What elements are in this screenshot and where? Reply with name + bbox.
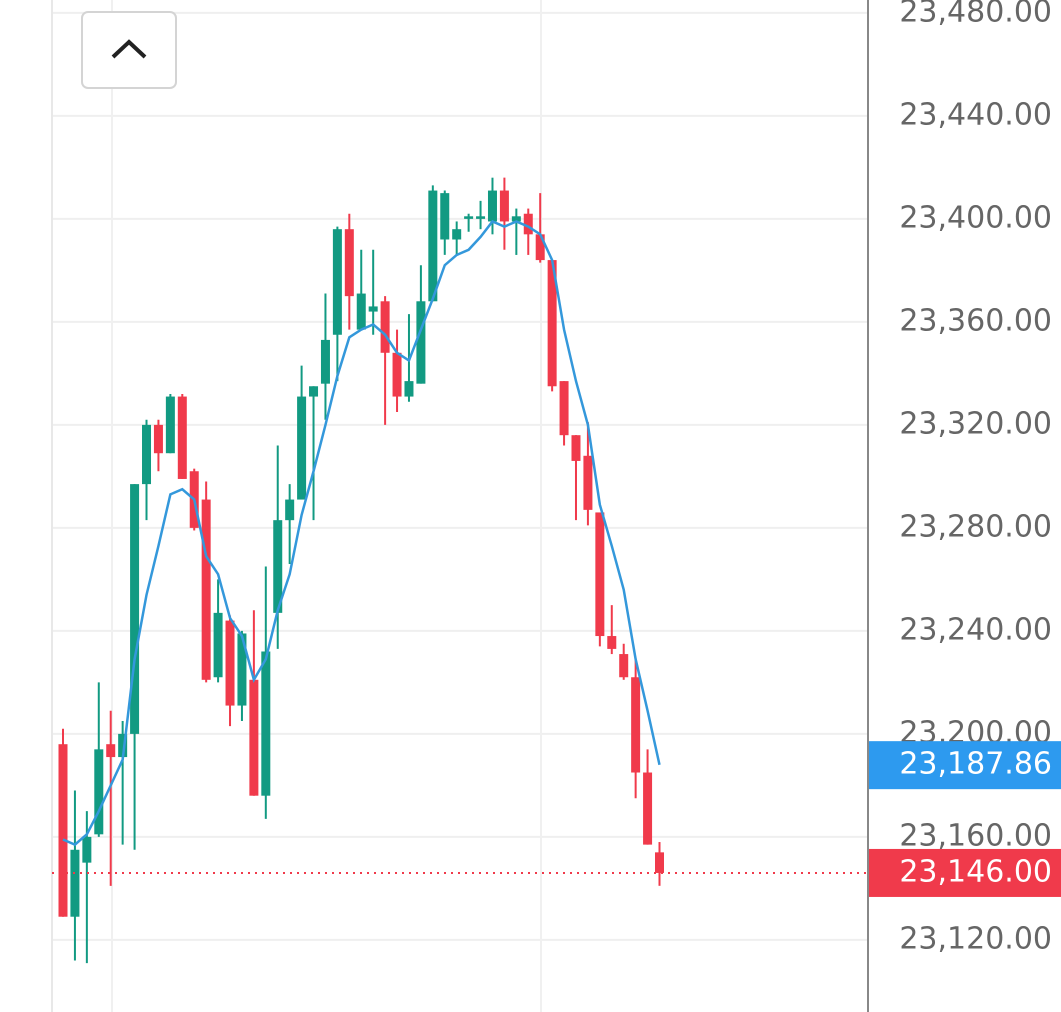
candle-body <box>70 849 80 917</box>
candle-body <box>535 234 545 261</box>
collapse-button[interactable] <box>81 11 177 89</box>
candle-body <box>249 679 259 796</box>
candle-body <box>309 386 319 397</box>
button-box[interactable] <box>81 11 177 89</box>
candle-body <box>213 612 223 678</box>
candle-body <box>476 216 486 219</box>
candle-body <box>261 651 271 796</box>
candle-body <box>332 229 342 335</box>
candle-body <box>153 424 163 454</box>
candle-body <box>344 229 354 297</box>
candle-body <box>547 260 557 387</box>
candle-body <box>82 836 92 863</box>
candle-body <box>619 654 629 678</box>
candle-body <box>142 424 152 485</box>
ma-price-tag <box>869 741 1061 790</box>
candle-body <box>428 190 438 302</box>
candle-body <box>368 306 378 312</box>
candle-body <box>285 499 295 521</box>
y-tick-label: 23,400.00 <box>899 200 1052 235</box>
candle-body <box>655 852 664 873</box>
candle-body <box>523 213 533 235</box>
last-price-tag-label: 23,146.00 <box>899 854 1052 889</box>
candle-body <box>595 512 605 637</box>
candle-body <box>356 293 366 330</box>
candle-body <box>380 301 390 353</box>
candle-body <box>130 484 140 734</box>
price-axis: 23,120.0023,160.0023,200.0023,240.0023,2… <box>869 0 1061 956</box>
candle-body <box>452 229 462 240</box>
candle-body <box>607 636 617 649</box>
candle-body <box>511 216 521 222</box>
candle-body <box>237 633 247 706</box>
y-tick-label: 23,320.00 <box>899 406 1052 441</box>
candle-body <box>571 435 581 461</box>
marks <box>52 177 868 964</box>
y-tick-label: 23,480.00 <box>899 0 1052 29</box>
y-tick-label: 23,360.00 <box>899 303 1052 338</box>
candle-body <box>631 677 641 773</box>
candle-body <box>273 520 283 613</box>
candle-body <box>440 193 450 240</box>
candle-body <box>499 190 509 222</box>
candle-body <box>201 499 211 680</box>
candle-body <box>177 396 187 479</box>
candle-body <box>583 455 593 510</box>
y-tick-label: 23,440.00 <box>899 97 1052 132</box>
candle-body <box>225 620 235 706</box>
candle-body <box>94 749 104 835</box>
chevron-up-icon[interactable] <box>111 39 147 59</box>
y-tick-label: 23,240.00 <box>899 612 1052 647</box>
candle-body <box>297 396 307 500</box>
candle-body <box>404 381 414 397</box>
y-tick-label: 23,120.00 <box>899 921 1052 956</box>
candle-body <box>643 772 653 845</box>
candle-body <box>165 396 175 454</box>
last-price-tag <box>869 848 1061 897</box>
candle-body <box>487 190 497 222</box>
candle-body <box>320 339 330 384</box>
candle-body <box>118 733 128 758</box>
candle-body <box>464 216 474 219</box>
candle-body <box>106 744 116 758</box>
candle-body <box>416 301 426 384</box>
moving-average-line <box>62 219 661 847</box>
y-tick-label: 23,160.00 <box>899 818 1052 853</box>
grid <box>52 11 868 941</box>
ma-price-tag-label: 23,187.86 <box>899 747 1052 782</box>
candle-body <box>58 744 68 917</box>
candle-body <box>392 352 402 397</box>
y-tick-label: 23,280.00 <box>899 509 1052 544</box>
candle-body <box>559 381 569 436</box>
